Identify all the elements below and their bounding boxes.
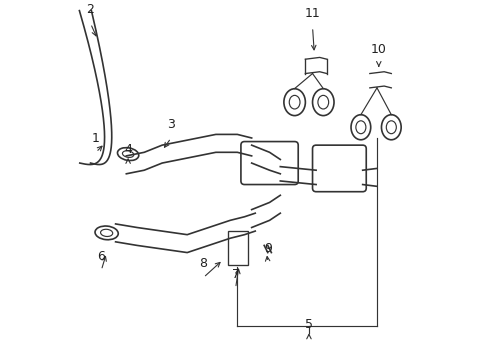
Text: 9: 9 — [264, 242, 271, 255]
Text: 2: 2 — [86, 3, 94, 16]
Text: 10: 10 — [370, 42, 386, 56]
Text: 7: 7 — [231, 268, 239, 281]
Text: 3: 3 — [167, 118, 175, 131]
Bar — [228, 231, 247, 265]
Text: 6: 6 — [97, 250, 105, 263]
Text: 1: 1 — [92, 132, 100, 145]
Text: 4: 4 — [124, 143, 132, 156]
Text: 8: 8 — [199, 257, 207, 270]
Text: 11: 11 — [304, 7, 320, 20]
Text: 5: 5 — [305, 318, 312, 331]
